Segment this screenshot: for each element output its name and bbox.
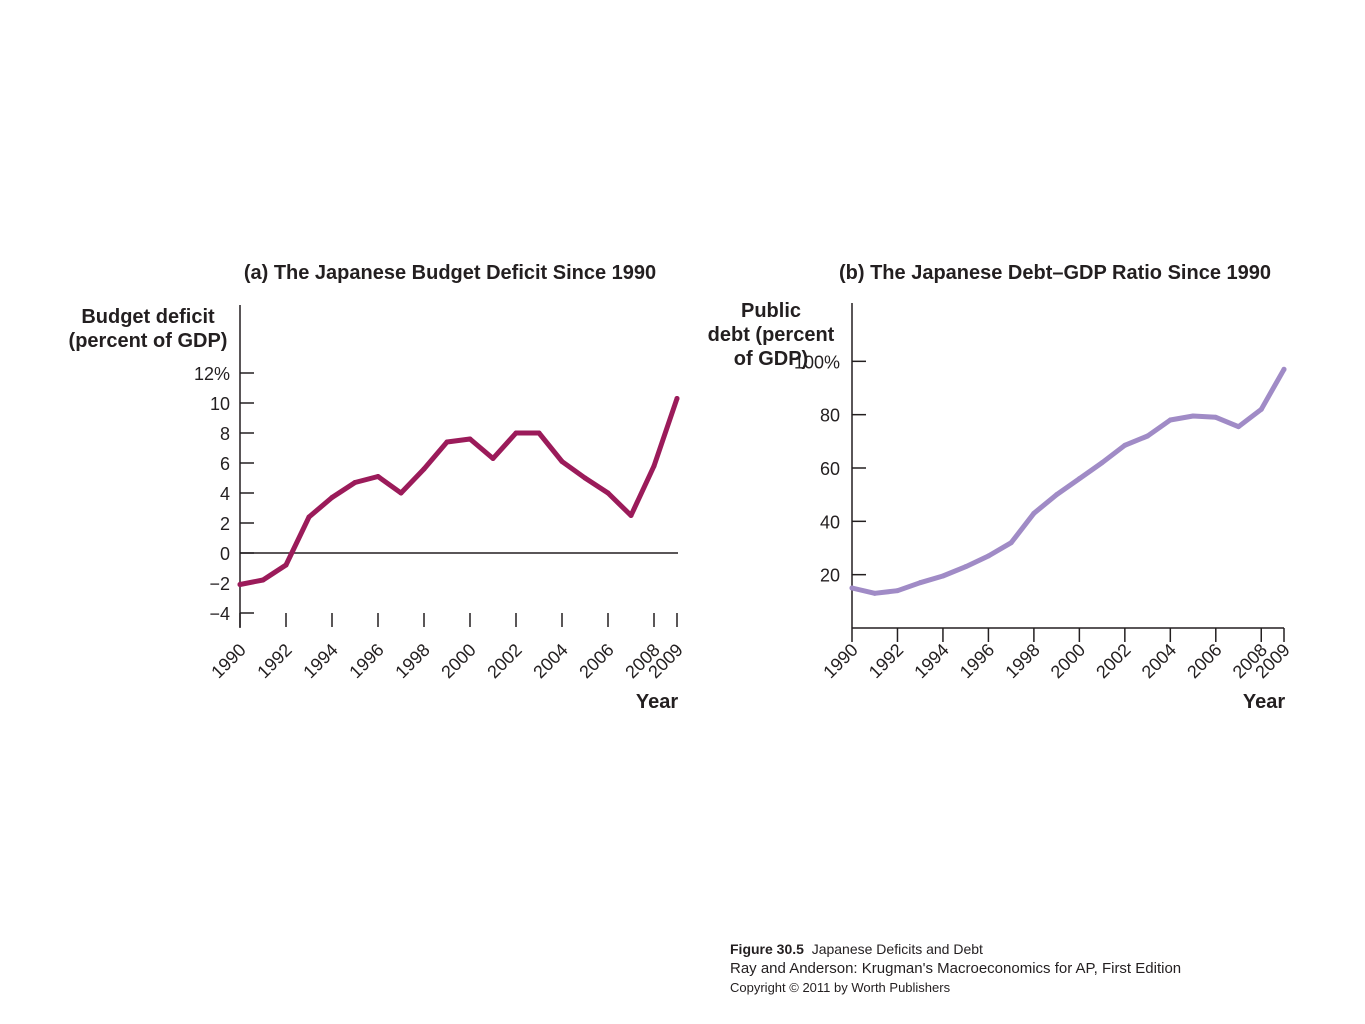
figure-title: Japanese Deficits and Debt bbox=[811, 941, 983, 957]
panel-a-budget-deficit: (a) The Japanese Budget Deficit Since 19… bbox=[69, 262, 687, 713]
y-tick-label: 0 bbox=[220, 544, 230, 564]
data-point bbox=[1031, 510, 1037, 516]
data-point bbox=[628, 513, 634, 518]
data-point bbox=[421, 466, 427, 472]
panel-b-x-ticks: 1990 1992 1994 1996 1998 2000 2002 2004 2006 2008… bbox=[819, 628, 1294, 682]
data-point bbox=[375, 474, 381, 479]
y-tick-label: 20 bbox=[820, 566, 840, 586]
x-tick-label: 1994 bbox=[299, 640, 341, 682]
panel-a-ylabel-line-1: Budget deficit bbox=[81, 306, 215, 328]
x-tick-label: 1998 bbox=[1001, 640, 1043, 682]
x-tick-label: 1990 bbox=[819, 640, 861, 682]
x-tick-label: 1996 bbox=[956, 640, 998, 682]
data-point bbox=[940, 573, 946, 579]
panel-a-x-ticks: 1990 1992 1994 1996 1998 2000 2002 2004 2006 2008… bbox=[207, 613, 687, 682]
data-point bbox=[306, 514, 312, 520]
panel-a-series bbox=[237, 396, 680, 587]
data-point bbox=[237, 582, 243, 587]
data-point bbox=[1099, 460, 1105, 466]
x-tick-label: 1992 bbox=[253, 640, 295, 682]
x-tick-label: 1994 bbox=[910, 640, 952, 682]
data-point bbox=[849, 585, 855, 591]
y-tick-label: 12% bbox=[194, 364, 230, 384]
data-point bbox=[1213, 414, 1219, 420]
x-tick-label: 1992 bbox=[865, 640, 907, 682]
data-point bbox=[283, 562, 289, 568]
data-point bbox=[917, 580, 923, 586]
panel-b-series bbox=[849, 366, 1287, 596]
y-tick-label: 80 bbox=[820, 406, 840, 426]
data-point bbox=[651, 463, 657, 469]
x-tick-label: 2004 bbox=[529, 640, 571, 682]
panel-b-ylabel-line-1: Public bbox=[741, 300, 801, 322]
data-point bbox=[963, 564, 969, 570]
y-tick-label: 100% bbox=[794, 352, 840, 372]
data-point bbox=[536, 430, 542, 436]
data-point bbox=[1167, 417, 1173, 423]
panel-a-axes bbox=[239, 305, 678, 628]
data-point bbox=[513, 430, 519, 436]
data-point bbox=[467, 436, 473, 442]
y-tick-label: 40 bbox=[820, 512, 840, 532]
data-point bbox=[490, 456, 496, 461]
panel-b-series-line bbox=[849, 366, 1287, 596]
panel-a-title: (a) The Japanese Budget Deficit Since 19… bbox=[244, 262, 656, 284]
data-point bbox=[260, 577, 266, 583]
panel-a-xlabel: Year bbox=[636, 691, 678, 713]
data-point bbox=[605, 490, 611, 496]
x-tick-label: 2006 bbox=[575, 640, 617, 682]
x-tick-label: 1998 bbox=[391, 640, 433, 682]
data-point bbox=[582, 475, 588, 481]
data-point bbox=[398, 490, 404, 496]
y-tick-label: 4 bbox=[220, 484, 230, 504]
data-point bbox=[985, 553, 991, 559]
panel-b-xlabel: Year bbox=[1243, 691, 1285, 713]
y-tick-label: 2 bbox=[220, 514, 230, 534]
data-point bbox=[872, 590, 878, 596]
data-point bbox=[1258, 406, 1264, 412]
data-point bbox=[894, 588, 900, 594]
x-tick-label: 2000 bbox=[1047, 640, 1089, 682]
panel-b-ylabel-line-3: of GDP) bbox=[734, 348, 808, 370]
panel-a-ylabel-line-2: (percent of GDP) bbox=[69, 330, 228, 352]
panel-b-title: (b) The Japanese Debt–GDP Ratio Since 19… bbox=[839, 262, 1271, 284]
x-tick-label: 2000 bbox=[437, 640, 479, 682]
data-point bbox=[1190, 413, 1196, 419]
panel-b-axes bbox=[851, 303, 1284, 629]
figure-caption: Figure 30.5 Japanese Deficits and Debt bbox=[730, 941, 983, 957]
x-tick-label: 1996 bbox=[345, 640, 387, 682]
figure-label: Figure 30.5 bbox=[730, 941, 804, 957]
data-point bbox=[1076, 476, 1082, 482]
data-point bbox=[1236, 424, 1242, 430]
figure-source: Ray and Anderson: Krugman's Macroeconomi… bbox=[730, 960, 1182, 977]
panel-b-y-ticks: 20 40 60 80 100% bbox=[794, 352, 866, 586]
panel-a-series-line bbox=[237, 396, 680, 587]
figure-copyright: Copyright © 2011 by Worth Publishers bbox=[730, 980, 951, 995]
x-tick-label: 2006 bbox=[1183, 640, 1225, 682]
y-tick-label: 10 bbox=[210, 394, 230, 414]
data-point bbox=[1008, 540, 1014, 546]
y-tick-label: 8 bbox=[220, 424, 230, 444]
y-tick-label: 6 bbox=[220, 454, 230, 474]
y-tick-label: −2 bbox=[209, 574, 230, 594]
x-tick-label: 1990 bbox=[207, 640, 249, 682]
x-tick-label: 2002 bbox=[483, 640, 525, 682]
data-point bbox=[352, 480, 358, 485]
data-point bbox=[1145, 433, 1151, 439]
data-point bbox=[444, 439, 450, 445]
panel-b-ylabel-line-2: debt (percent bbox=[708, 324, 835, 346]
data-point bbox=[1281, 366, 1287, 372]
data-point bbox=[674, 396, 680, 401]
y-tick-label: 60 bbox=[820, 459, 840, 479]
x-tick-label: 2004 bbox=[1138, 640, 1180, 682]
x-tick-label: 2002 bbox=[1092, 640, 1134, 682]
data-point bbox=[329, 495, 335, 500]
data-point bbox=[1054, 492, 1060, 498]
data-point bbox=[1122, 442, 1128, 448]
y-tick-label: −4 bbox=[209, 604, 230, 624]
panel-b-debt-gdp-ratio: (b) The Japanese Debt–GDP Ratio Since 19… bbox=[708, 262, 1294, 713]
data-point bbox=[559, 459, 565, 464]
